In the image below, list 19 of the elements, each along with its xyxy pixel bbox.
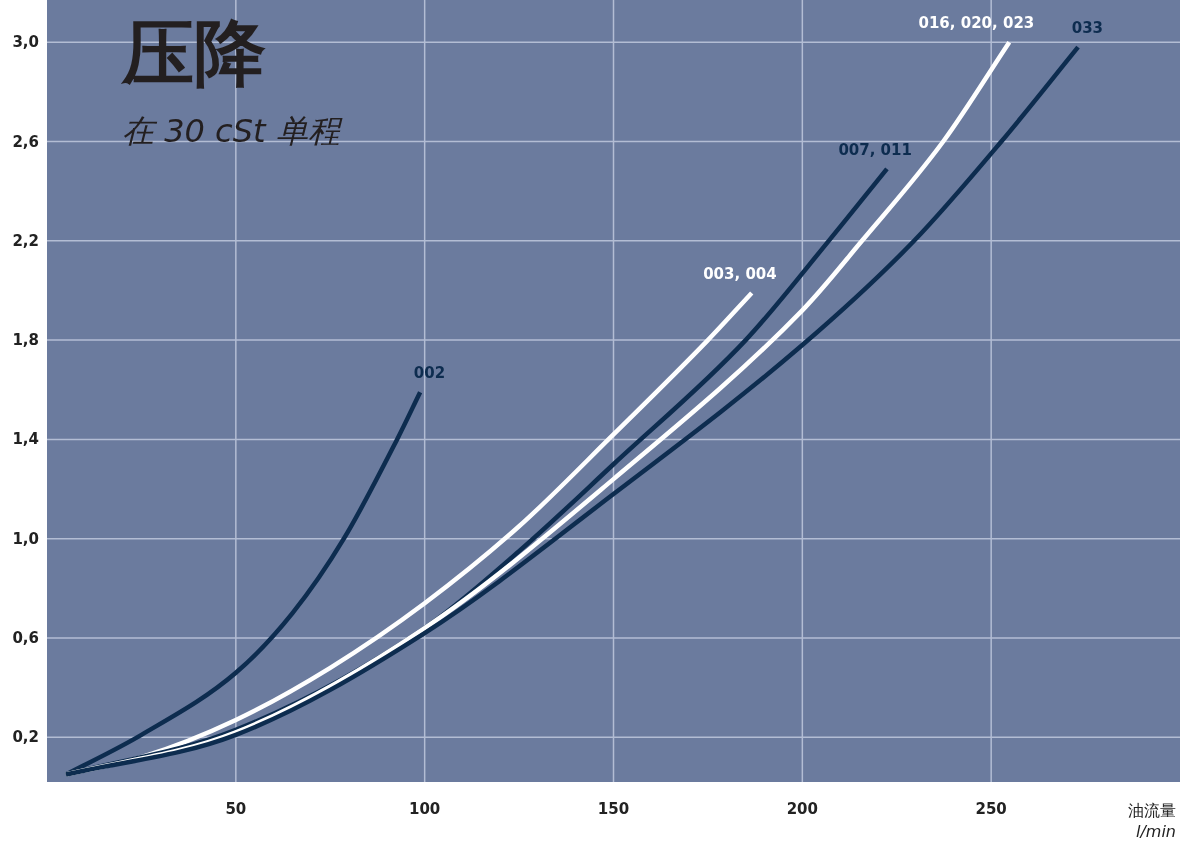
x-tick-label: 200 [786, 800, 818, 818]
x-tick-label: 150 [597, 800, 630, 818]
y-tick-label: 1,8 [12, 331, 39, 350]
y-tick-label: 0,2 [12, 728, 39, 747]
x-tick-label: 50 [225, 800, 247, 818]
y-tick-label: 3,0 [12, 33, 39, 52]
x-axis-title: 油流量 l/min [1128, 801, 1176, 841]
y-tick-label: 1,4 [12, 430, 39, 449]
series-label: 007, 011 [838, 140, 912, 159]
x-tick-label: 250 [975, 800, 1007, 818]
y-tick-label: 2,2 [12, 231, 39, 250]
y-tick-label: 0,6 [12, 629, 39, 648]
x-tick-label: 100 [409, 800, 441, 818]
y-tick-label: 2,6 [12, 132, 39, 151]
series-label: 003, 004 [703, 264, 777, 283]
series-label: 016, 020, 023 [918, 14, 1035, 33]
series-label: 033 [1071, 19, 1104, 38]
y-tick-label: 1,0 [12, 529, 39, 548]
text: 在 30 cSt 单程 [122, 112, 343, 150]
